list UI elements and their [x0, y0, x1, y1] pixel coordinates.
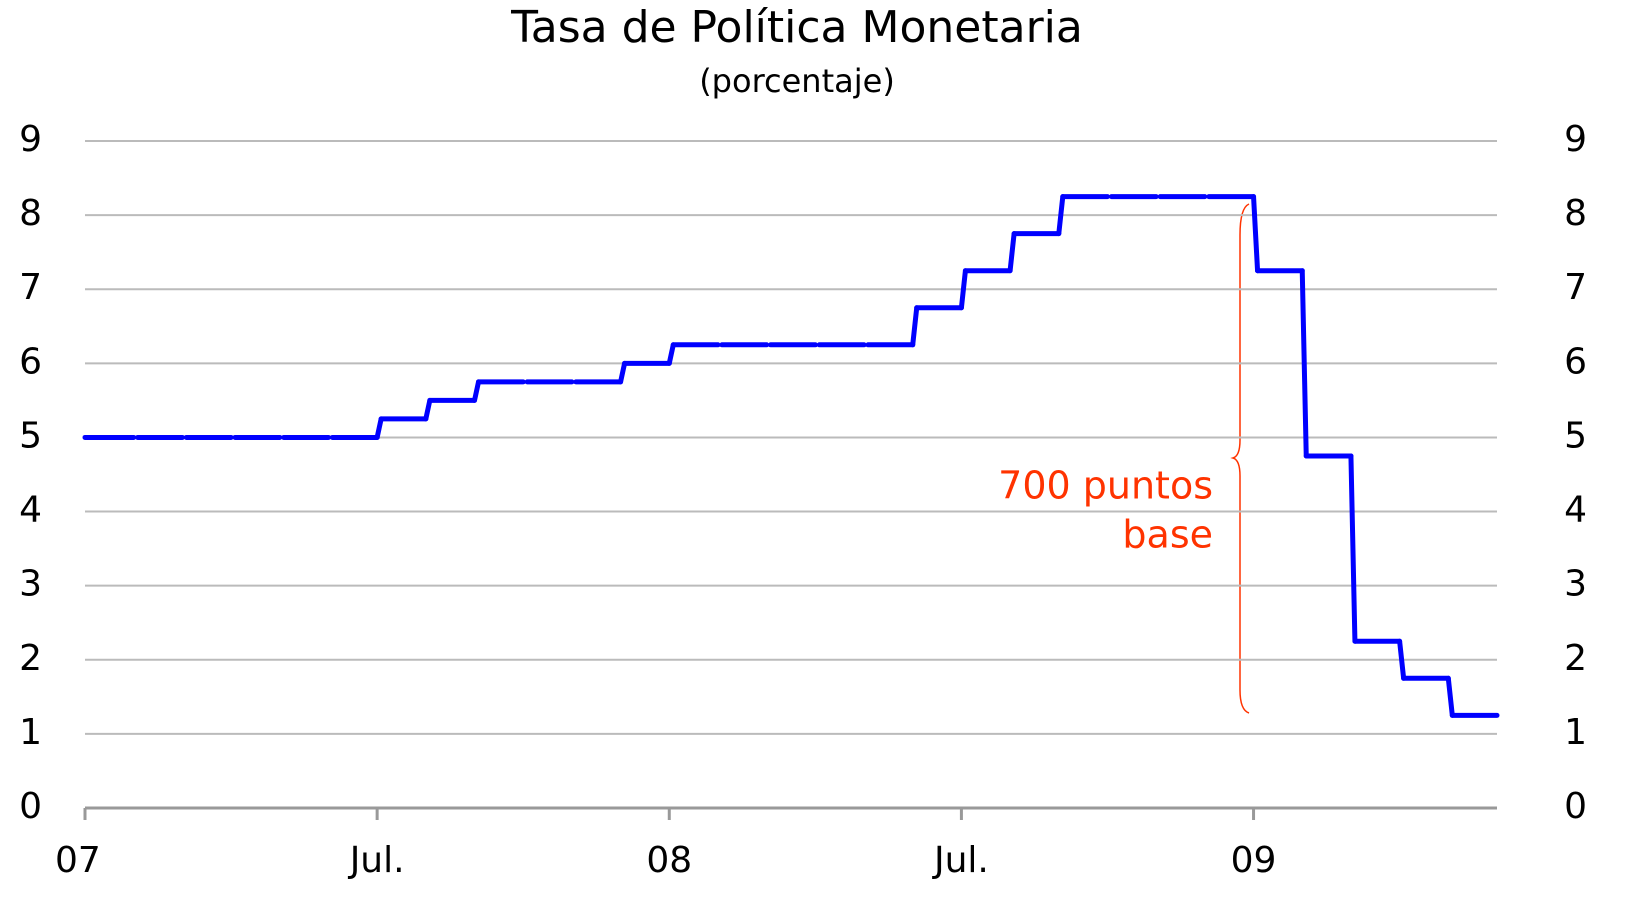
- riser: [666, 342, 676, 366]
- y2-tick-label: 6: [1564, 341, 1587, 382]
- y2-tick-label: 0: [1564, 786, 1587, 827]
- y2-tick-label: 4: [1564, 490, 1587, 531]
- riser: [1445, 675, 1455, 718]
- riser: [910, 305, 920, 348]
- x-tick-label: 07: [55, 840, 101, 881]
- x-tick-label: 08: [646, 840, 692, 881]
- annotation: 700 puntos: [998, 464, 1213, 508]
- y-tick-label: 5: [19, 415, 42, 456]
- riser: [472, 379, 482, 403]
- riser: [374, 416, 384, 440]
- chart-title: Tasa de Política Monetaria: [510, 2, 1083, 53]
- y2-tick-label: 1: [1564, 712, 1587, 753]
- riser: [958, 268, 968, 311]
- y2-tick-label: 3: [1564, 564, 1587, 605]
- annotation: base: [1122, 513, 1213, 557]
- brace: [1230, 203, 1250, 714]
- y2-tick-label: 9: [1564, 119, 1587, 160]
- y-tick-label: 8: [19, 193, 42, 234]
- riser: [1299, 268, 1309, 459]
- riser: [1348, 453, 1358, 644]
- y-tick-label: 6: [19, 341, 42, 382]
- riser: [1007, 231, 1017, 274]
- y-tick-label: 0: [19, 786, 42, 827]
- y-tick-label: 7: [19, 267, 42, 308]
- y2-tick-label: 5: [1564, 415, 1587, 456]
- riser: [1056, 194, 1066, 237]
- chart-subtitle: (porcentaje): [699, 62, 895, 100]
- x-tick-label: 09: [1231, 840, 1277, 881]
- riser: [423, 397, 433, 422]
- x-tick-label: Jul.: [932, 840, 989, 881]
- y-tick-label: 2: [19, 638, 42, 679]
- riser: [618, 360, 628, 385]
- x-tick-label: Jul.: [348, 840, 405, 881]
- y-tick-label: 1: [19, 712, 42, 753]
- y-tick-label: 3: [19, 564, 42, 605]
- y2-tick-label: 2: [1564, 638, 1587, 679]
- riser: [1251, 194, 1261, 274]
- y2-tick-label: 8: [1564, 193, 1587, 234]
- y-tick-label: 4: [19, 490, 42, 531]
- y-tick-label: 9: [19, 119, 42, 160]
- riser: [1397, 638, 1407, 681]
- y2-tick-label: 7: [1564, 267, 1587, 308]
